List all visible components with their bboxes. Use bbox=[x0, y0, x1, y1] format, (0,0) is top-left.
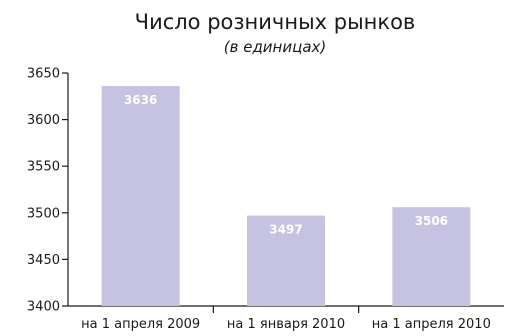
x-tick-label: на 1 января 2010 bbox=[227, 317, 345, 332]
data-label: 3506 bbox=[415, 214, 448, 228]
y-tick-label: 3550 bbox=[27, 160, 60, 175]
data-label: 3497 bbox=[269, 223, 302, 237]
y-tick-label: 3650 bbox=[27, 67, 60, 82]
bar bbox=[392, 207, 471, 306]
bars bbox=[101, 86, 471, 306]
bar bbox=[101, 86, 180, 306]
chart-title: Число розничных рынков bbox=[134, 10, 416, 34]
x-tick-label: на 1 апреля 2010 bbox=[372, 317, 491, 332]
y-tick-label: 3400 bbox=[27, 300, 60, 315]
axes: 3400 3450 3500 3550 3600 3650 bbox=[27, 67, 504, 315]
y-tick-label: 3500 bbox=[27, 206, 60, 221]
y-tick-label: 3600 bbox=[27, 113, 60, 128]
data-label: 3636 bbox=[124, 93, 157, 107]
x-tick-label: на 1 апреля 2009 bbox=[81, 317, 200, 332]
bar bbox=[247, 215, 325, 306]
labels: 3636 на 1 апреля 2009 3497 на 1 января 2010… bbox=[81, 93, 491, 332]
y-tick-label: 3450 bbox=[27, 253, 60, 268]
chart-subtitle: (в единицах) bbox=[223, 38, 327, 56]
